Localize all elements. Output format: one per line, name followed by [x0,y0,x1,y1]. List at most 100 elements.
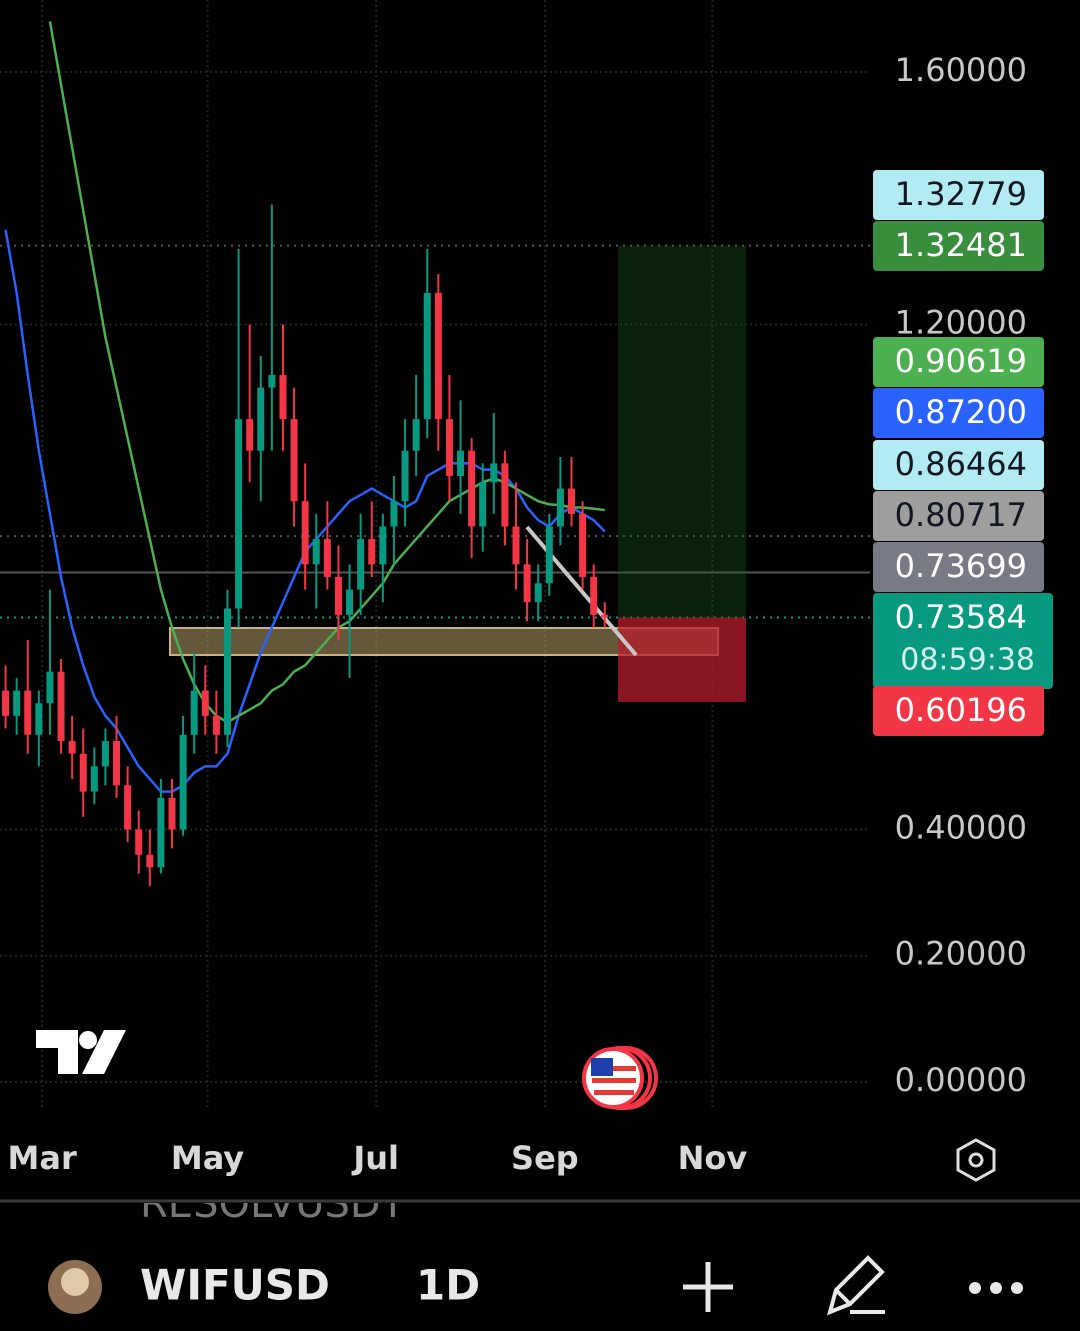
candle-body [235,419,243,609]
candle-body [479,482,487,527]
candle-body [357,539,365,590]
candle-body [268,374,276,388]
candle-body [79,753,87,792]
y-tick-label: 0.20000 [895,935,1027,973]
symbol-avatar-face [61,1268,89,1296]
candle-body [346,589,354,615]
y-tick-label: 1.20000 [895,303,1027,341]
candle-body [24,690,32,735]
candle-body [601,614,609,618]
add-button[interactable] [683,1262,733,1312]
price-tag [873,388,1044,438]
candle-body [490,463,498,483]
candle-body [168,797,176,830]
price-axis: 0.00000 0.20000 0.40000 1.20000 1.60000 Mar Ma… [8,51,1053,1177]
candle-body [2,690,10,716]
candle-body [290,419,298,502]
y-tick-label: 1.60000 [895,51,1027,89]
bottom-bar: WIFUSD 1D [48,1255,1023,1316]
grid [0,0,870,1110]
candle-body [212,715,220,735]
price-tag [873,593,1053,689]
candle-body [68,741,76,754]
candle-body [312,539,320,565]
candle-body [201,690,209,716]
plot [2,21,746,887]
candle-body [434,292,442,420]
candle-body [534,583,542,603]
event-flag[interactable] [582,1046,658,1110]
candle-body [246,419,254,451]
candle-body [101,741,109,767]
candle-body [279,374,287,420]
x-tick-label: Mar [8,1139,77,1177]
candle-body [412,419,420,451]
candle-body [146,854,154,868]
candle-body [334,576,342,615]
candle-body [13,690,21,716]
candle-body [567,488,575,514]
position-loss [618,617,746,702]
candle-body [390,501,398,527]
price-tag [873,542,1044,592]
candle-body [301,501,309,565]
candle-body [501,463,509,527]
candle-body [113,741,121,786]
candle-body [579,513,587,577]
price-tag [873,440,1044,490]
candle-body [379,526,387,565]
trend-line [525,525,638,657]
price-tag-label: 1.32779 [895,175,1027,213]
price-tag [873,491,1044,541]
more-button[interactable] [969,1282,1023,1294]
price-tag-label: 1.32481 [895,226,1027,264]
candle-body [590,576,598,615]
candle-body [135,829,143,855]
candle-body [401,450,409,502]
price-tag-label: 0.87200 [895,393,1027,431]
candle-body [445,419,453,476]
price-tag [873,221,1044,271]
y-tick-label: 0.40000 [895,808,1027,846]
candle-body [35,703,43,735]
candle-body [257,387,265,451]
settings-button[interactable] [956,1138,996,1182]
candle-body [523,564,531,603]
price-tag-label: 0.73584 [895,598,1027,636]
countdown: 08:59:38 [900,643,1035,678]
x-tick-label: Jul [351,1139,399,1177]
y-tick-label: 0.00000 [895,1061,1027,1099]
candle-body [468,450,476,527]
other-symbol: RESOLVUSDT [140,1181,406,1227]
price-tag-label: 0.60196 [895,691,1027,729]
candle-body [556,488,564,527]
price-tag-label: 0.80717 [895,496,1027,534]
moving-average [48,21,605,724]
x-tick-label: Nov [678,1139,748,1177]
price-tag-label: 0.73699 [895,547,1027,585]
candle-body [124,785,132,830]
price-tag-label: 0.86464 [895,445,1027,483]
price-tag-label: 0.90619 [895,342,1027,380]
x-tick-label: Sep [511,1139,579,1177]
candle-body [512,526,520,565]
candle-body [190,690,198,735]
symbol[interactable]: WIFUSD [140,1261,330,1310]
price-tag [873,686,1044,736]
candle-body [323,539,331,577]
position-profit [618,245,746,618]
tv-logo [36,1030,126,1074]
x-tick-label: May [171,1139,244,1177]
candle-body [423,292,431,420]
candle-body [179,734,187,830]
draw-button[interactable] [827,1255,885,1316]
interval[interactable]: 1D [416,1261,480,1310]
candle-body [46,671,54,704]
candle-body [545,526,553,584]
candle-body [223,608,231,735]
candle-body [157,797,165,868]
price-tag [873,170,1044,220]
candle-body [57,671,65,742]
candle-body [368,539,376,565]
